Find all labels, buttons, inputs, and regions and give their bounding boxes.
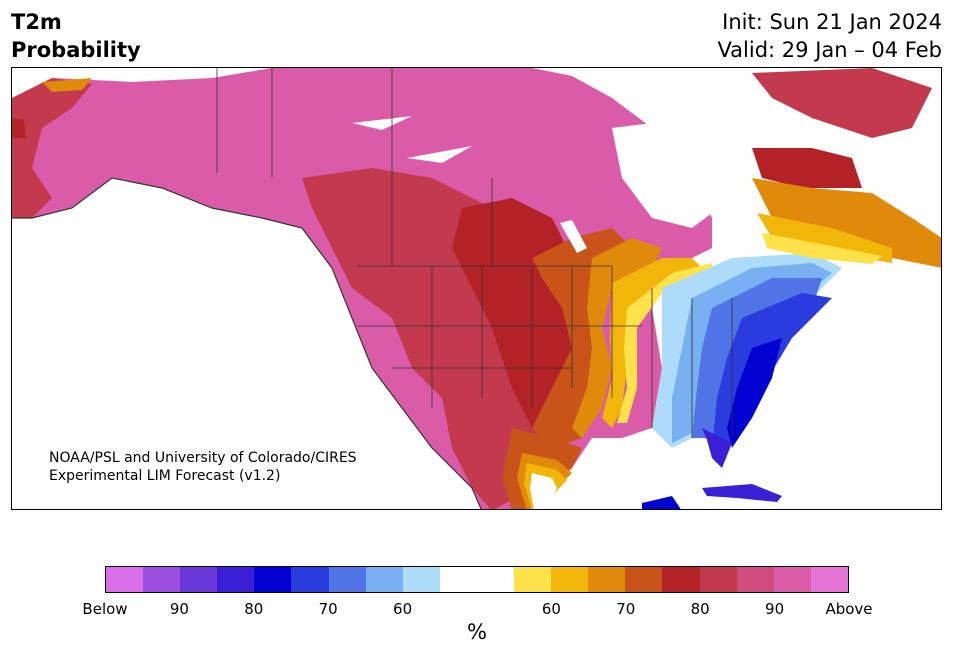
colorbar-tick-label: 80 — [690, 600, 710, 618]
credit-text: NOAA/PSL and University of Colorado/CIRE… — [49, 449, 357, 485]
yucatan-blue — [642, 496, 681, 509]
title-line-1: T2m — [11, 10, 62, 34]
north-orange — [42, 78, 92, 92]
colorbar-tick-label: 60 — [393, 600, 413, 618]
plains-yellow — [617, 263, 712, 423]
colorbar — [105, 566, 849, 593]
alaska-red — [12, 118, 26, 138]
forecast-map — [11, 67, 942, 510]
labrador-gold — [757, 213, 892, 263]
florida — [702, 428, 732, 468]
colorbar-segment — [662, 567, 700, 592]
credit-line-1: NOAA/PSL and University of Colorado/CIRE… — [49, 450, 357, 466]
colorbar-tick-label: 90 — [765, 600, 785, 618]
colorbar-tick-label: 90 — [169, 600, 189, 618]
colorbar-segment — [106, 567, 144, 592]
hudson-bay — [612, 118, 732, 228]
forecast-dates: Init: Sun 21 Jan 2024 Valid: 29 Jan – 04… — [717, 8, 942, 64]
colorbar-segment — [810, 567, 848, 592]
colorbar-segment — [625, 567, 663, 592]
colorbar-segment — [699, 567, 737, 592]
alaska-band — [12, 78, 92, 218]
labrador-yellow — [762, 233, 882, 264]
colorbar-tick-label: 70 — [616, 600, 636, 618]
colorbar-segment — [551, 567, 589, 592]
colorbar-segment — [588, 567, 626, 592]
plains-gold — [602, 258, 702, 428]
colorbar-segment — [514, 567, 552, 592]
map-title: T2m Probability — [11, 8, 141, 64]
credit-line-2: Experimental LIM Forecast (v1.2) — [49, 468, 281, 484]
colorbar-segment — [736, 567, 774, 592]
valid-range: Valid: 29 Jan – 04 Feb — [717, 38, 942, 62]
init-date: Init: Sun 21 Jan 2024 — [722, 10, 942, 34]
lake-winnipeg — [560, 220, 587, 253]
colorbar-tick-label: 80 — [244, 600, 264, 618]
coastline — [12, 177, 482, 509]
colorbar-segment — [365, 567, 403, 592]
texas-white — [530, 473, 557, 509]
colorbar-unit: % — [467, 620, 487, 644]
colorbar-segment — [180, 567, 218, 592]
east-blue-4 — [727, 338, 782, 448]
state-borders — [216, 68, 733, 438]
greenland — [752, 68, 932, 138]
colorbar-tick-label: Below — [82, 600, 128, 618]
labrador-orange — [752, 178, 941, 268]
colorbar-segment — [402, 567, 440, 592]
cuba — [702, 484, 782, 502]
colorbar-segment — [773, 567, 811, 592]
colorbar-segment — [476, 567, 515, 592]
labrador-red — [752, 148, 862, 188]
colorbar-segment — [254, 567, 292, 592]
plains-orange — [572, 238, 662, 438]
colorbar-tick-label: Above — [825, 600, 873, 618]
colorbar-segment — [439, 567, 477, 592]
colorbar-segment — [143, 567, 181, 592]
colorbar-tick-label: 60 — [541, 600, 561, 618]
colorbar-segment — [291, 567, 329, 592]
title-line-2: Probability — [11, 38, 141, 62]
colorbar-tick-label: 70 — [318, 600, 338, 618]
colorbar-segment — [217, 567, 255, 592]
great-slave-lake — [407, 146, 472, 163]
colorbar-segment — [328, 567, 366, 592]
map-svg — [12, 68, 941, 509]
great-bear-lake — [352, 116, 412, 130]
